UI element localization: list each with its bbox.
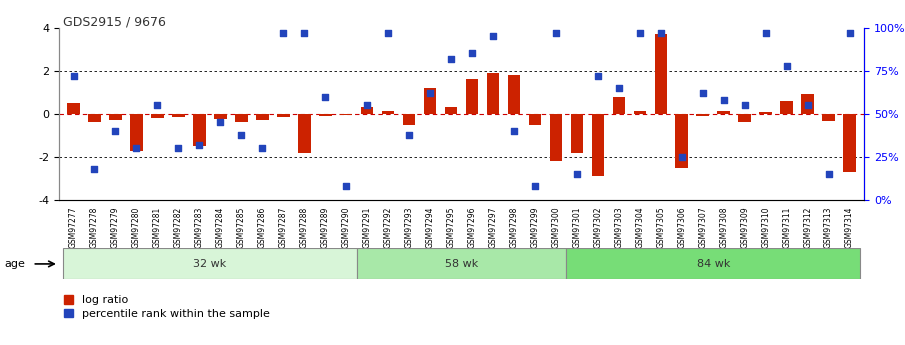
- Point: [276, 30, 291, 36]
- Bar: [780, 101, 793, 114]
- Bar: [256, 114, 269, 120]
- Point: [297, 30, 311, 36]
- Point: [423, 90, 437, 96]
- Bar: [675, 114, 688, 168]
- Bar: [67, 103, 80, 114]
- Point: [109, 128, 123, 134]
- Bar: [214, 114, 226, 119]
- Bar: [151, 114, 164, 118]
- Bar: [718, 111, 730, 114]
- Bar: [382, 111, 395, 114]
- Bar: [340, 114, 352, 115]
- Point: [402, 132, 416, 137]
- Bar: [298, 114, 310, 152]
- Bar: [592, 114, 605, 176]
- Point: [171, 146, 186, 151]
- Point: [633, 30, 647, 36]
- Point: [612, 85, 626, 91]
- Bar: [235, 114, 248, 122]
- Bar: [172, 114, 185, 117]
- Point: [758, 30, 773, 36]
- Point: [717, 97, 731, 103]
- Bar: [634, 111, 646, 114]
- Bar: [110, 114, 122, 120]
- Point: [674, 154, 689, 160]
- Point: [843, 30, 857, 36]
- Bar: [277, 114, 290, 117]
- Point: [234, 132, 249, 137]
- Bar: [549, 114, 562, 161]
- Point: [569, 171, 584, 177]
- Point: [213, 120, 227, 125]
- Text: 32 wk: 32 wk: [194, 259, 226, 269]
- Point: [653, 30, 668, 36]
- Point: [528, 184, 542, 189]
- Bar: [361, 107, 374, 114]
- Bar: [697, 114, 709, 116]
- Bar: [571, 114, 583, 152]
- FancyBboxPatch shape: [567, 248, 860, 279]
- Bar: [88, 114, 100, 122]
- Point: [318, 94, 332, 99]
- Bar: [130, 114, 143, 150]
- Point: [443, 56, 458, 61]
- Point: [339, 184, 354, 189]
- Point: [486, 33, 500, 39]
- Text: 84 wk: 84 wk: [697, 259, 730, 269]
- Point: [822, 171, 836, 177]
- Bar: [654, 34, 667, 114]
- Point: [696, 90, 710, 96]
- Bar: [193, 114, 205, 146]
- Bar: [823, 114, 835, 121]
- Point: [87, 166, 101, 172]
- Point: [800, 102, 814, 108]
- Bar: [801, 95, 814, 114]
- Point: [192, 142, 206, 148]
- Point: [66, 73, 81, 79]
- Point: [150, 102, 165, 108]
- Bar: [508, 75, 520, 114]
- Point: [465, 51, 480, 56]
- Bar: [319, 114, 331, 116]
- FancyBboxPatch shape: [357, 248, 567, 279]
- Point: [738, 102, 752, 108]
- Bar: [759, 112, 772, 114]
- Text: age: age: [5, 259, 25, 269]
- Bar: [403, 114, 415, 125]
- Bar: [613, 97, 625, 114]
- Text: 58 wk: 58 wk: [445, 259, 478, 269]
- FancyBboxPatch shape: [63, 248, 357, 279]
- Point: [129, 146, 144, 151]
- Point: [255, 146, 270, 151]
- Bar: [424, 88, 436, 114]
- Bar: [843, 114, 856, 172]
- Point: [360, 102, 375, 108]
- Point: [507, 128, 521, 134]
- Bar: [466, 79, 479, 114]
- Point: [591, 73, 605, 79]
- Bar: [738, 114, 751, 122]
- Point: [548, 30, 563, 36]
- Bar: [529, 114, 541, 125]
- Point: [381, 30, 395, 36]
- Bar: [487, 73, 500, 114]
- Text: GDS2915 / 9676: GDS2915 / 9676: [63, 16, 167, 29]
- Point: [779, 63, 794, 68]
- Bar: [444, 107, 457, 114]
- Legend: log ratio, percentile rank within the sample: log ratio, percentile rank within the sa…: [64, 295, 270, 319]
